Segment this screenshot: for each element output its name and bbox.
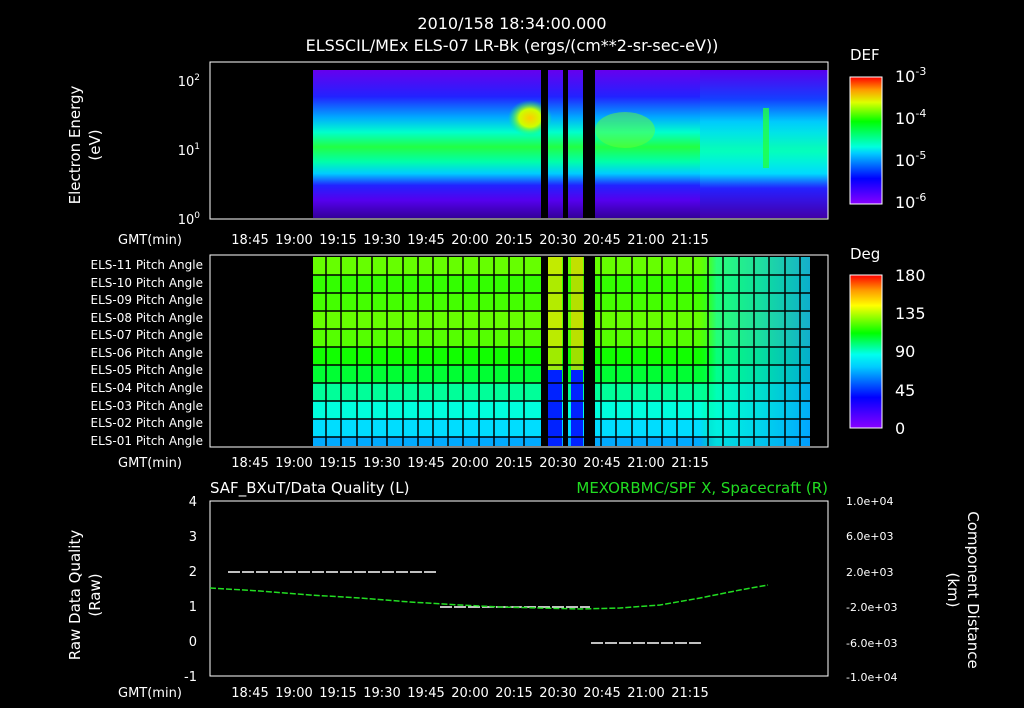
svg-text:2.0e+03: 2.0e+03 — [846, 566, 893, 579]
svg-text:18:45: 18:45 — [231, 686, 268, 701]
svg-text:20:15: 20:15 — [495, 456, 532, 471]
svg-text:20:30: 20:30 — [539, 456, 576, 471]
left-y-axis-label: Raw Data Quality — [66, 530, 84, 661]
y-axis-label: Electron Energy — [66, 85, 84, 204]
svg-text:1.0e+04: 1.0e+04 — [846, 495, 893, 508]
svg-text:20:00: 20:00 — [451, 233, 488, 248]
spectrogram-frame — [209, 61, 829, 220]
svg-text:19:00: 19:00 — [275, 233, 312, 248]
svg-text:19:45: 19:45 — [407, 456, 444, 471]
colorbar-label: DEF — [850, 46, 880, 64]
row-label: ELS-08 Pitch Angle — [91, 311, 203, 325]
svg-text:10-6: 10-6 — [895, 191, 926, 212]
svg-text:19:30: 19:30 — [363, 233, 400, 248]
y-tick-100: 102 — [178, 73, 200, 90]
svg-text:10-5: 10-5 — [895, 149, 926, 170]
right-y-axis-label: Component Distance — [964, 511, 982, 668]
left-series-title: SAF_BXuT/Data Quality (L) — [210, 479, 410, 498]
svg-text:-1: -1 — [184, 670, 197, 685]
plot-title: ELSSCIL/MEx ELS-07 LR-Bk (ergs/(cm**2-sr… — [305, 36, 719, 55]
timestamp: 2010/158 18:34:00.000 — [417, 14, 607, 33]
data-gap — [583, 70, 595, 218]
svg-text:90: 90 — [895, 342, 915, 361]
row-label: ELS-11 Pitch Angle — [91, 258, 203, 272]
time-axis-label: GMT(min) — [118, 233, 182, 248]
time-axis-label: GMT(min) — [118, 686, 182, 701]
svg-text:21:15: 21:15 — [671, 456, 708, 471]
svg-text:21:00: 21:00 — [627, 456, 664, 471]
svg-text:20:00: 20:00 — [451, 686, 488, 701]
data-gap — [541, 70, 548, 218]
row-label: ELS-09 Pitch Angle — [91, 293, 203, 307]
time-axes: GMT(min) GMT(min) GMT(min) 18:45 19:00 1… — [118, 233, 709, 701]
svg-text:20:15: 20:15 — [495, 233, 532, 248]
spacecraft-x-line — [209, 584, 769, 610]
svg-text:2: 2 — [189, 565, 197, 580]
svg-text:21:15: 21:15 — [671, 686, 708, 701]
svg-text:20:30: 20:30 — [539, 233, 576, 248]
svg-text:0: 0 — [189, 635, 197, 650]
svg-text:0: 0 — [895, 419, 905, 438]
row-label: ELS-05 Pitch Angle — [91, 363, 203, 377]
svg-text:19:45: 19:45 — [407, 233, 444, 248]
svg-text:20:15: 20:15 — [495, 686, 532, 701]
pitch-frame — [209, 254, 829, 448]
svg-text:18:45: 18:45 — [231, 233, 268, 248]
svg-text:20:45: 20:45 — [583, 233, 620, 248]
svg-text:-2.0e+03: -2.0e+03 — [846, 601, 897, 614]
row-label: ELS-01 Pitch Angle — [91, 434, 203, 448]
row-label: ELS-06 Pitch Angle — [91, 346, 203, 360]
svg-text:19:15: 19:15 — [319, 686, 356, 701]
svg-text:135: 135 — [895, 304, 926, 323]
svg-text:20:45: 20:45 — [583, 686, 620, 701]
svg-text:18:45: 18:45 — [231, 456, 268, 471]
time-axis-label: GMT(min) — [118, 456, 182, 471]
svg-text:3: 3 — [189, 530, 197, 545]
y-tick-10: 101 — [178, 142, 200, 159]
svg-text:45: 45 — [895, 381, 915, 400]
right-y-axis-units: (km) — [944, 572, 962, 607]
svg-text:10-3: 10-3 — [895, 65, 926, 86]
row-label: ELS-03 Pitch Angle — [91, 399, 203, 413]
colorbar-label: Deg — [850, 245, 880, 263]
svg-text:-1.0e+04: -1.0e+04 — [846, 671, 897, 684]
y-tick-1: 100 — [178, 211, 201, 228]
row-label: ELS-02 Pitch Angle — [91, 416, 203, 430]
svg-text:6.0e+03: 6.0e+03 — [846, 530, 893, 543]
svg-text:180: 180 — [895, 266, 926, 285]
svg-text:20:00: 20:00 — [451, 456, 488, 471]
svg-text:4: 4 — [189, 495, 197, 510]
energy-spectrogram-panel: Electron Energy (eV) 102 101 100 — [66, 61, 829, 228]
svg-text:1: 1 — [189, 600, 197, 615]
pitch-angle-panel: ELS-11 Pitch Angle ELS-10 Pitch Angle EL… — [91, 254, 829, 448]
pitch-grid — [313, 257, 810, 446]
svg-text:19:30: 19:30 — [363, 686, 400, 701]
row-label: ELS-04 Pitch Angle — [91, 381, 203, 395]
svg-text:19:45: 19:45 — [407, 686, 444, 701]
svg-text:19:15: 19:15 — [319, 233, 356, 248]
row-label: ELS-10 Pitch Angle — [91, 276, 203, 290]
svg-text:21:00: 21:00 — [627, 686, 664, 701]
svg-text:10-4: 10-4 — [895, 107, 926, 128]
svg-text:19:30: 19:30 — [363, 456, 400, 471]
left-y-axis-units: (Raw) — [86, 573, 104, 616]
def-colorbar: DEF 10-3 10-4 10-5 10-6 — [849, 46, 926, 212]
svg-text:20:30: 20:30 — [539, 686, 576, 701]
data-quality-panel: SAF_BXuT/Data Quality (L) MEXORBMC/SPF X… — [66, 479, 982, 685]
svg-text:21:15: 21:15 — [671, 233, 708, 248]
row-label: ELS-07 Pitch Angle — [91, 328, 203, 342]
svg-text:19:00: 19:00 — [275, 686, 312, 701]
svg-text:19:15: 19:15 — [319, 456, 356, 471]
svg-text:19:00: 19:00 — [275, 456, 312, 471]
deg-colorbar: Deg 180 135 90 45 0 — [849, 245, 926, 438]
svg-text:21:00: 21:00 — [627, 233, 664, 248]
data-gap — [563, 70, 568, 218]
svg-text:20:45: 20:45 — [583, 456, 620, 471]
y-axis-units: (eV) — [86, 129, 104, 160]
svg-text:-6.0e+03: -6.0e+03 — [846, 637, 897, 650]
line-plot-frame — [209, 500, 829, 677]
right-series-title: MEXORBMC/SPF X, Spacecraft (R) — [576, 479, 828, 497]
